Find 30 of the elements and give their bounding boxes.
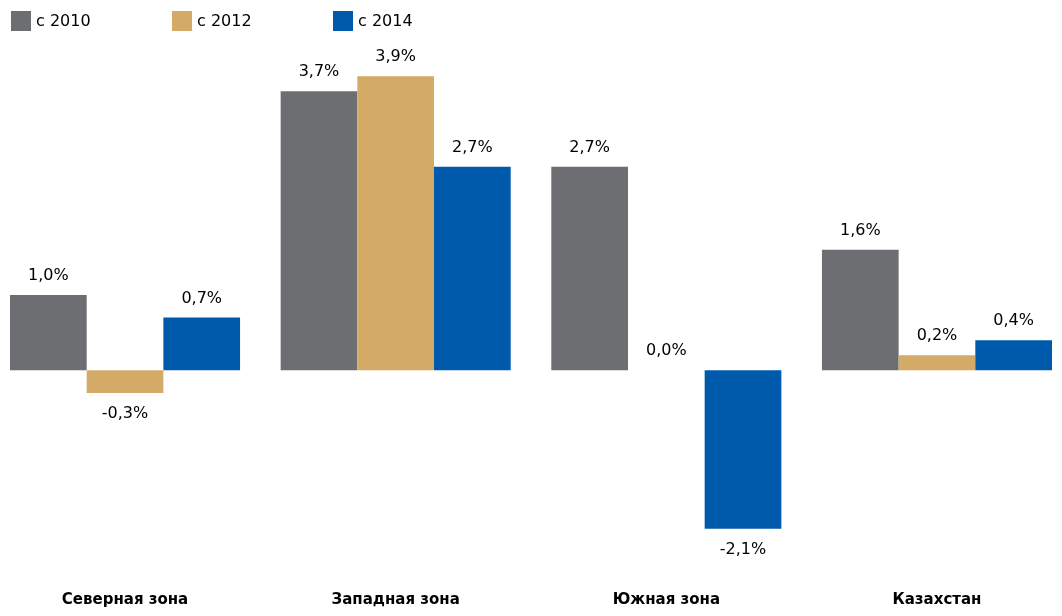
data-label: 0,2% <box>916 325 958 345</box>
bar <box>163 317 241 371</box>
data-label: 3,7% <box>298 61 340 81</box>
data-label: 2,7% <box>452 136 493 156</box>
bar <box>704 370 782 529</box>
bar <box>10 294 87 371</box>
data-label: 2,7% <box>569 136 610 156</box>
bar <box>280 91 358 371</box>
data-label: -2,1% <box>719 538 767 558</box>
bar <box>975 340 1052 371</box>
data-label: 1,6% <box>839 219 881 239</box>
bar <box>357 76 435 371</box>
bar <box>821 249 899 371</box>
x-tick-label: Западная зона <box>331 589 460 608</box>
data-label: 0,7% <box>181 287 223 307</box>
x-tick-label: Казахстан <box>892 589 982 608</box>
bar <box>898 355 976 371</box>
legend-label: с 2010 <box>36 11 91 30</box>
data-label: 3,9% <box>375 46 416 66</box>
x-tick-label: Северная зона <box>61 589 189 608</box>
bar <box>434 166 511 371</box>
bar <box>551 166 628 371</box>
legend-label: с 2012 <box>197 11 252 30</box>
data-label: -0,3% <box>101 402 149 422</box>
x-tick-label: Южная зона <box>612 589 721 608</box>
data-label: 1,0% <box>28 264 69 284</box>
data-label: 0,4% <box>993 310 1034 330</box>
bar <box>86 370 164 393</box>
legend-label: с 2014 <box>358 11 413 30</box>
data-label: 0,0% <box>646 340 687 360</box>
